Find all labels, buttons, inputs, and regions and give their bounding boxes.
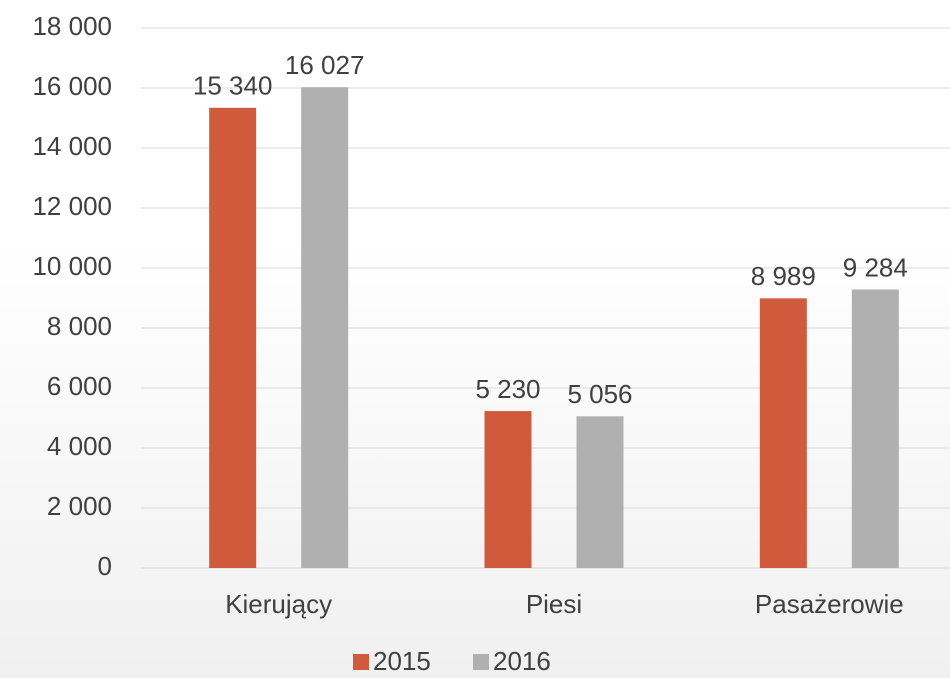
value-label: 16 027 <box>285 50 365 80</box>
x-tick-label: Pasażerowie <box>755 589 904 619</box>
bar <box>759 298 807 568</box>
legend-swatch <box>473 654 489 670</box>
x-tick-label: Kierujący <box>225 589 332 619</box>
bar <box>209 107 257 569</box>
y-tick-label: 10 000 <box>32 251 112 281</box>
bar <box>576 416 624 568</box>
value-label: 9 284 <box>843 252 908 282</box>
y-tick-label: 2 000 <box>47 491 112 521</box>
value-label: 5 230 <box>475 374 540 404</box>
y-tick-label: 8 000 <box>47 311 112 341</box>
y-tick-label: 6 000 <box>47 371 112 401</box>
value-label: 5 056 <box>567 379 632 409</box>
y-tick-label: 18 000 <box>32 11 112 41</box>
y-tick-label: 4 000 <box>47 431 112 461</box>
legend-swatch <box>353 654 369 670</box>
legend-label: 2016 <box>493 646 551 676</box>
bar <box>851 289 899 568</box>
y-tick-label: 12 000 <box>32 191 112 221</box>
y-tick-label: 16 000 <box>32 71 112 101</box>
bar <box>484 411 532 568</box>
x-tick-label: Piesi <box>526 589 582 619</box>
y-tick-label: 0 <box>98 551 112 581</box>
legend-label: 2015 <box>373 646 431 676</box>
value-label: 8 989 <box>751 261 816 291</box>
bar <box>301 87 349 568</box>
value-label: 15 340 <box>193 71 273 101</box>
y-tick-label: 14 000 <box>32 131 112 161</box>
